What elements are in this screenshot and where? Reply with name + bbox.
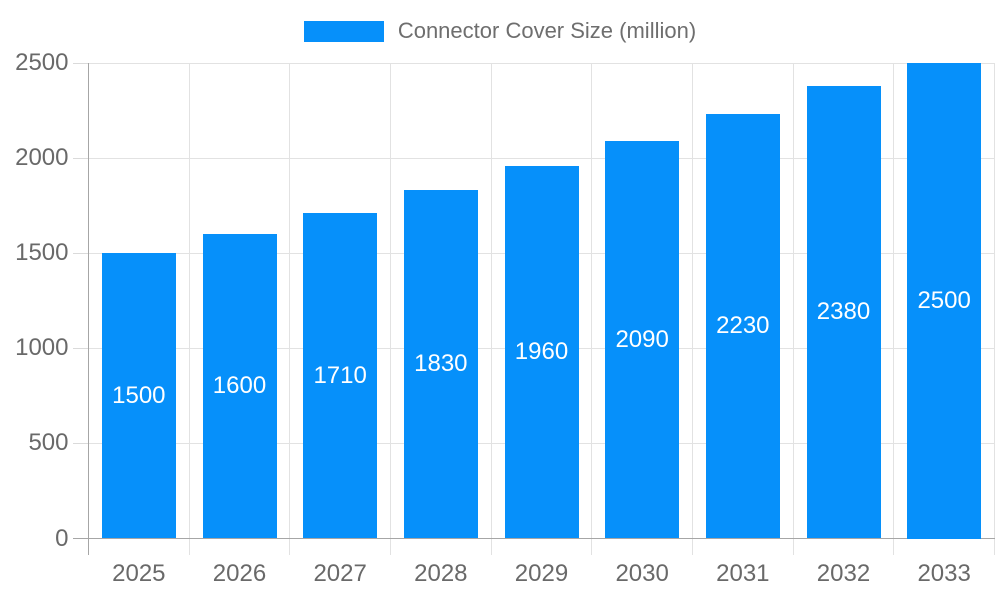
gridline-vertical xyxy=(893,63,895,555)
y-axis-tick xyxy=(72,157,89,159)
y-axis-label: 500 xyxy=(28,429,69,457)
y-axis-label: 1000 xyxy=(15,334,69,362)
y-axis-tick xyxy=(72,62,89,64)
gridline-vertical xyxy=(188,63,190,555)
legend-label: Connector Cover Size (million) xyxy=(397,18,697,43)
y-axis-tick xyxy=(72,538,89,539)
x-axis-label: 2033 xyxy=(917,560,971,587)
x-axis-label: 2032 xyxy=(816,560,871,587)
y-axis-tick xyxy=(72,442,89,444)
gridline-vertical xyxy=(591,63,593,555)
x-axis-label: 2031 xyxy=(716,560,770,587)
bar[interactable] xyxy=(806,85,881,539)
legend-swatch xyxy=(303,20,384,42)
bar[interactable] xyxy=(101,253,176,539)
x-axis-label: 2029 xyxy=(514,560,569,587)
bar[interactable] xyxy=(303,213,378,539)
x-axis-label: 2025 xyxy=(112,560,166,587)
bar[interactable] xyxy=(504,165,579,539)
y-axis-label: 2000 xyxy=(15,144,69,172)
y-axis-label: 0 xyxy=(55,524,69,552)
y-axis-line xyxy=(88,63,89,555)
y-axis-tick xyxy=(72,252,89,254)
gridline-vertical xyxy=(692,63,693,555)
x-axis-label: 2026 xyxy=(212,560,267,587)
x-axis-label: 2028 xyxy=(414,560,468,587)
gridline-vertical xyxy=(994,63,995,555)
gridline-vertical xyxy=(490,63,492,555)
bar[interactable] xyxy=(907,63,982,539)
x-axis-label: 2027 xyxy=(313,560,367,587)
gridline-vertical xyxy=(792,63,794,555)
gridline-vertical xyxy=(390,63,391,555)
x-axis-label: 2030 xyxy=(615,560,669,587)
y-axis-tick xyxy=(72,347,89,349)
chart-legend-item[interactable]: Connector Cover Size (million) xyxy=(0,17,1000,45)
gridline-vertical xyxy=(289,63,291,555)
bar[interactable] xyxy=(403,190,478,539)
y-axis-label: 1500 xyxy=(15,239,69,267)
bar[interactable] xyxy=(202,234,277,539)
bar[interactable] xyxy=(605,140,680,539)
y-axis-label: 2500 xyxy=(15,49,69,76)
bar[interactable] xyxy=(705,114,780,539)
gridline-horizontal xyxy=(88,62,995,64)
